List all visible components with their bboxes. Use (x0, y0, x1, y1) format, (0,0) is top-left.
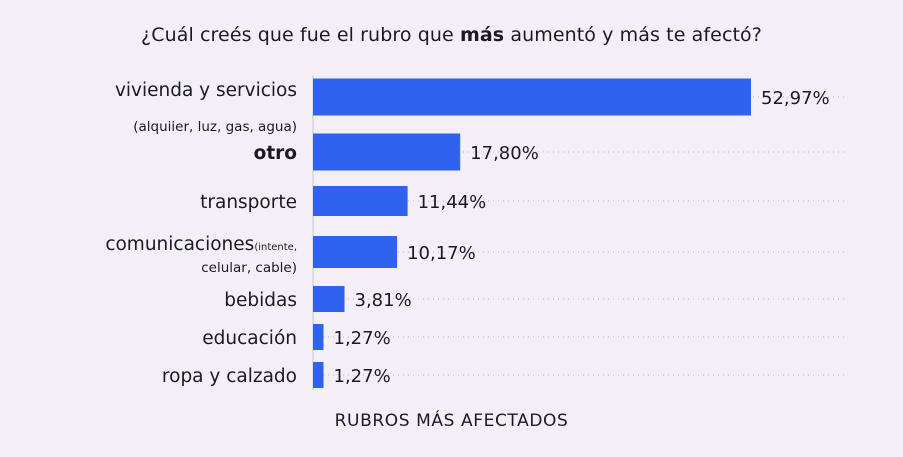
category-sublabel: celular, cable) (201, 260, 297, 276)
category-label-note: (intente, (254, 242, 297, 253)
bar (313, 324, 324, 350)
bar (313, 286, 345, 312)
data-label: 10,17% (407, 243, 476, 264)
x-axis-title: RUBROS MÁS AFECTADOS (334, 411, 569, 431)
category-label: otro (254, 143, 297, 164)
category-label: comunicaciones(intente, (105, 234, 297, 255)
bar (313, 362, 324, 388)
category-label: educación (202, 328, 297, 349)
bar (313, 236, 398, 268)
category-label: transporte (200, 192, 297, 213)
chart-title: ¿Cuál creés que fue el rubro que más aum… (141, 24, 762, 46)
data-label: 1,27% (334, 328, 391, 349)
category-label: vivienda y servicios (115, 80, 297, 101)
data-label: 52,97% (761, 88, 830, 109)
bar (313, 78, 751, 116)
bar (313, 133, 461, 171)
data-label: 11,44% (418, 192, 487, 213)
bar (313, 186, 408, 216)
category-label: ropa y calzado (162, 366, 297, 387)
category-sublabel: (alquiier, luz, gas, agua) (133, 119, 297, 135)
data-label: 17,80% (470, 143, 539, 164)
data-label: 3,81% (355, 290, 412, 311)
data-label: 1,27% (334, 366, 391, 387)
category-label: bebidas (224, 290, 297, 311)
